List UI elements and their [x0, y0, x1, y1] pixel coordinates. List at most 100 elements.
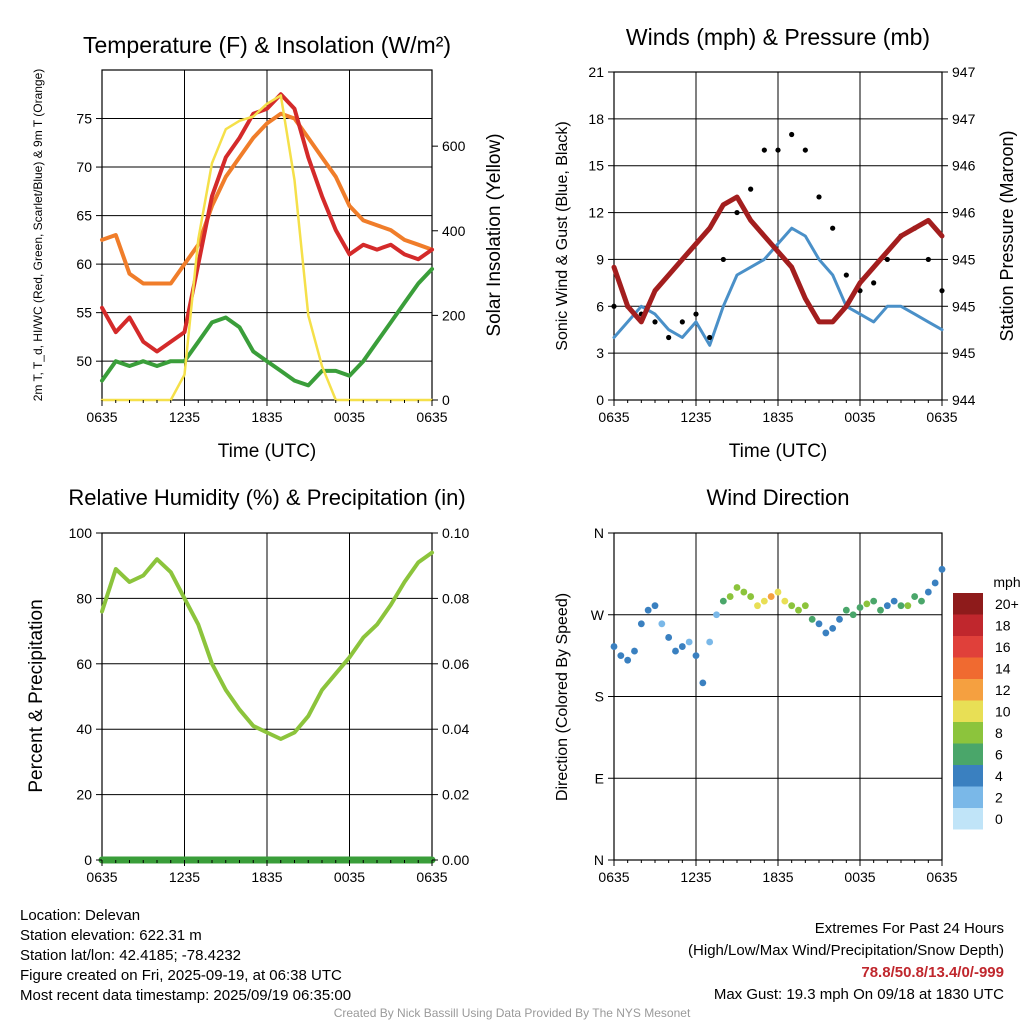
wind-ytick-label: 6 — [596, 298, 604, 314]
wind-y2tick-label: 945 — [952, 298, 976, 314]
temp-xlabel: Time (UTC) — [218, 441, 317, 462]
temp-ytick-label: 50 — [76, 353, 92, 369]
wind-gust-point — [679, 319, 685, 325]
dir-point — [678, 643, 686, 650]
wind-xtick-label: 0035 — [844, 409, 875, 425]
created-text: Figure created on Fri, 2025-09-19, at 06… — [20, 967, 342, 984]
wind-gust-point — [830, 225, 836, 231]
temp-series-temp — [100, 92, 434, 354]
wind-gust-point — [720, 256, 726, 263]
dir-point — [781, 597, 789, 605]
temp-xtick-label: 1835 — [251, 409, 282, 425]
dir-point — [931, 579, 939, 587]
dir-chart-title: Wind Direction — [706, 485, 849, 510]
dir-point — [706, 638, 714, 646]
colorbar-swatch — [953, 636, 983, 658]
temp-xtick-label: 1235 — [169, 409, 200, 425]
extremes-values: 78.8/50.8/13.4/0/-999 — [861, 964, 1004, 981]
wind-ytick-label: 15 — [588, 158, 604, 174]
credit-line: Created By Nick Bassill Using Data Provi… — [333, 1006, 691, 1020]
rh-y2tick-label: 0.00 — [442, 852, 469, 868]
dir-point — [726, 593, 734, 600]
wind-xtick-label: 0635 — [926, 409, 957, 425]
dir-point — [767, 593, 775, 600]
dir-xtick-label: 0035 — [844, 869, 875, 885]
dir-point — [644, 606, 652, 614]
dir-point — [883, 602, 891, 610]
wind-gust-point — [925, 256, 931, 263]
wind-gust-point — [734, 209, 740, 216]
dir-point — [699, 679, 707, 687]
dir-point — [692, 652, 700, 660]
rh-xtick-label: 0635 — [86, 869, 117, 885]
colorbar-unit: mph — [993, 574, 1020, 590]
dir-point — [754, 602, 761, 610]
colorbar-label: 16 — [995, 639, 1011, 655]
wind-gust-point — [843, 272, 849, 278]
colorbar-label: 12 — [995, 682, 1011, 698]
temp-ytick-label: 65 — [76, 208, 92, 224]
colorbar-label: 4 — [995, 768, 1003, 784]
rh-ytick-label: 20 — [76, 787, 92, 803]
colorbar-label: 8 — [995, 725, 1003, 741]
dir-point — [631, 647, 638, 655]
temp-ytick-label: 55 — [76, 305, 92, 321]
wind-xlabel: Time (UTC) — [729, 441, 828, 462]
wind-gust-point — [761, 147, 767, 153]
dir-xtick-label: 0635 — [598, 869, 629, 885]
temp-ytick-label: 60 — [76, 256, 92, 272]
dir-point — [719, 597, 727, 605]
dir-point — [658, 620, 666, 628]
temp-series-t9m — [100, 111, 434, 286]
colorbar-label: 10 — [995, 704, 1011, 720]
wind-xtick-label: 1835 — [762, 409, 793, 425]
colorbar-swatch — [953, 765, 983, 787]
wind-gust-point — [884, 256, 890, 263]
rh-y2tick-label: 0.06 — [442, 656, 469, 672]
temp-ylabel: 2m T, T_d, HI/WC (Red, Green, Scarlet/Bl… — [31, 69, 45, 402]
dir-point — [877, 606, 884, 614]
colorbar-swatch — [953, 679, 983, 701]
colorbar-swatch — [953, 722, 983, 744]
dir-ytick-label: E — [595, 770, 604, 786]
colorbar-label: 14 — [995, 661, 1011, 677]
dir-point — [897, 602, 905, 610]
dir-point — [842, 606, 850, 614]
recent-data-text: Most recent data timestamp: 2025/09/19 0… — [20, 987, 352, 1004]
station-info: Location: Delevan Station elevation: 622… — [20, 906, 351, 1006]
wind-gust-point — [816, 194, 822, 200]
colorbar-label: 18 — [995, 618, 1011, 634]
dir-point — [808, 615, 816, 623]
colorbar-label: 6 — [995, 747, 1003, 763]
wind-y2tick-label: 947 — [952, 64, 976, 80]
dir-point — [911, 593, 919, 600]
dir-point — [836, 615, 843, 623]
temp-y2tick-label: 200 — [442, 307, 466, 323]
temp-ytick-label: 75 — [76, 111, 92, 127]
rh-ylabel: Percent & Precipitation — [26, 599, 47, 792]
dir-point — [740, 588, 748, 596]
extremes-panel: Extremes For Past 24 Hours (High/Low/Max… — [688, 918, 1004, 1006]
wind-ytick-label: 18 — [588, 111, 604, 127]
temp-ytick-label: 70 — [76, 159, 92, 175]
dir-point — [617, 652, 625, 660]
dir-point — [822, 629, 830, 637]
dir-point — [760, 597, 768, 605]
colorbar-swatch — [953, 743, 983, 765]
rh-ytick-label: 0 — [84, 852, 92, 868]
colorbar-swatch — [953, 614, 983, 636]
rh-ytick-label: 40 — [76, 721, 92, 737]
dir-point — [665, 634, 673, 641]
wind-gust-point — [693, 311, 699, 317]
rh-series-rh — [100, 550, 434, 741]
wind-ytick-label: 12 — [588, 205, 604, 221]
temp-series-dew — [100, 267, 434, 388]
rh-xtick-label: 1835 — [251, 869, 282, 885]
wind-ytick-label: 21 — [588, 64, 604, 80]
wind-gust-point — [775, 147, 781, 153]
dir-point — [815, 620, 823, 628]
dir-ytick-label: N — [594, 852, 604, 868]
wind-y2tick-label: 944 — [952, 392, 976, 408]
colorbar-swatch — [953, 593, 983, 615]
colorbar-label: 2 — [995, 790, 1003, 806]
